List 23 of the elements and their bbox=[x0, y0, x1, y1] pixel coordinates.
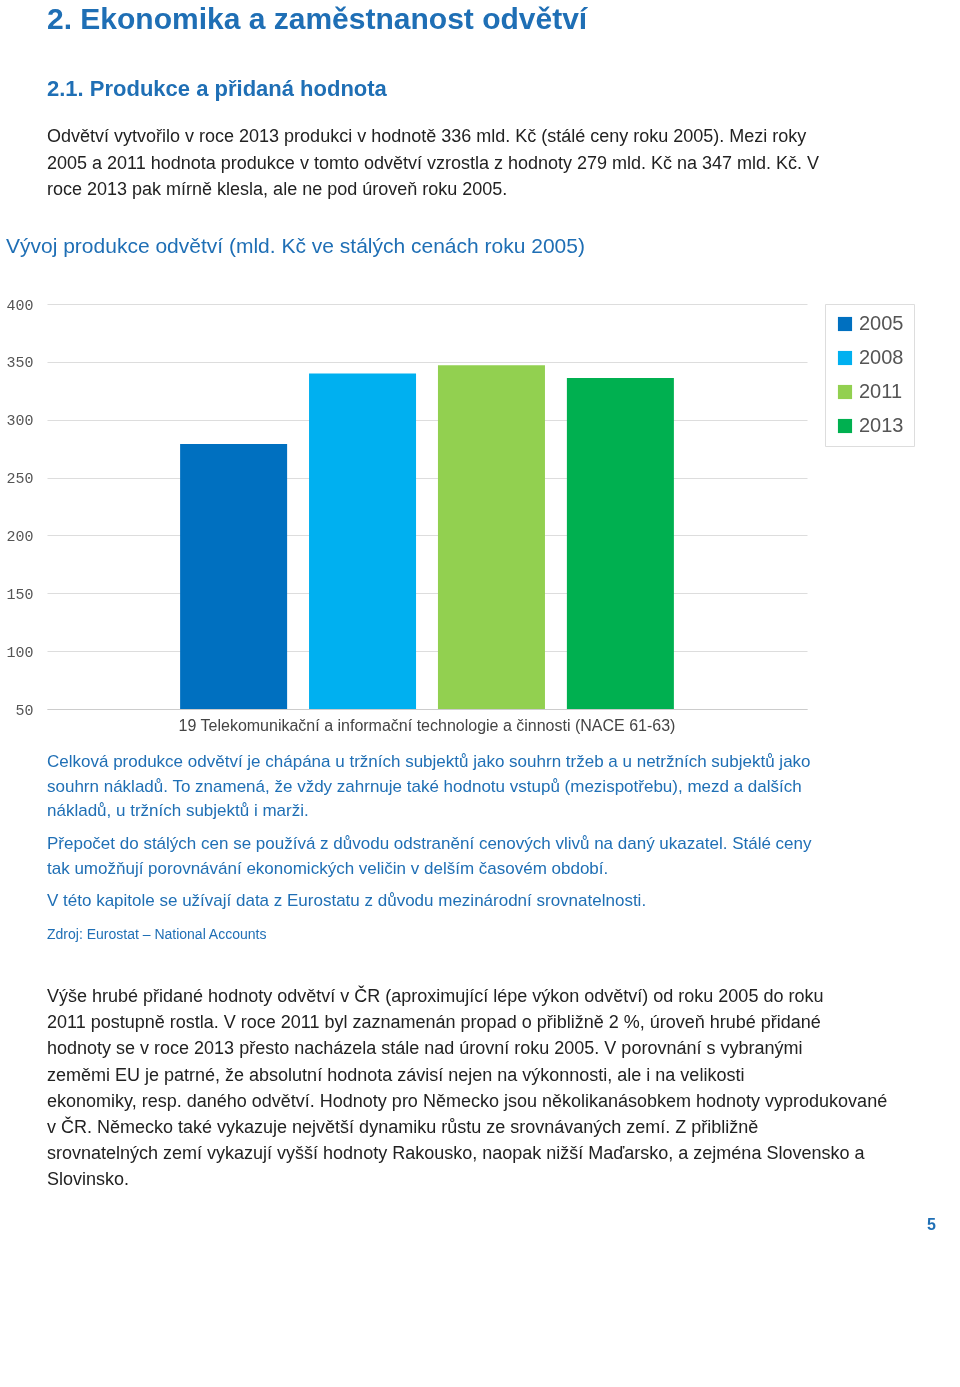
text: 5 bbox=[927, 1216, 936, 1233]
y-tick-label: 150 bbox=[6, 586, 34, 604]
y-tick-label: 400 bbox=[6, 297, 34, 315]
text: V této kapitole se užívají data z Eurostatu z důvodu mezinárodní srovnatelnosti. bbox=[47, 891, 647, 911]
legend-label: 2013 bbox=[859, 414, 904, 436]
text: Výše hrubé přidané hodnoty odvětví v ČR (aproximující lépe výkon odvětví) od roku 2005 do roku 2011 postupně rostla. V roce 2011 byl zaznamenán propad o přibližně 2 %, úroveň hrubé přidané hodnoty se v roce 2013 přesto nacházela stále nad úrovní roku 2005. V porovnání s vybranými zeměmi EU je patrné, že absolutní hodnota závisí nejen na výkonnosti, ale i na velikosti ekonomiky, resp. daného odvětví. Hodnoty pro Německo jsou několikanásobkem hodnoty vyprodukované v ČR. Německo také vykazuje největší dynamiku růstu ze srovnávaných zemí. Z přibližně srovnatelných zemí vykazují vyšší hodnoty Rakousko, naopak nižší Maďarsko, a zejména Slovensko a Slovinsko. bbox=[47, 985, 888, 1189]
x-tick-label: 19 Telekomunikační a informační technologie a činnosti (NACE 61-63) bbox=[178, 716, 676, 734]
text: 2. Ekonomika a zaměstnanost odvětví bbox=[47, 2, 589, 35]
legend-label: 2008 bbox=[859, 346, 904, 368]
chart-title: Vývoj produkce odvětví (mld. Kč ve stálých cenách roku 2005) bbox=[6, 234, 585, 257]
legend-label: 2011 bbox=[859, 380, 903, 402]
y-tick-label: 250 bbox=[6, 471, 34, 489]
y-tick-label: 200 bbox=[6, 528, 34, 546]
y-tick-label: 350 bbox=[6, 355, 34, 373]
text: Celková produkce odvětví je chápána u tržních subjektů jako souhrn tržeb a u netržních subjektů jako souhrn nákladů. To znamená, že vždy zahrnuje také hodnotu vstupů (mezispotřebu), mezd a dalších nákladů, u tržních subjektů i marži. bbox=[47, 752, 811, 821]
legend-label: 2005 bbox=[859, 312, 904, 334]
y-tick-label: 100 bbox=[6, 644, 34, 662]
text: Přepočet do stálých cen se používá z důvodu odstranění cenových vlivů na daný ukazatel. Stálé ceny tak umožňují porovnávání ekonomických veličin v delším časovém období. bbox=[47, 833, 813, 878]
y-tick-label: 50 bbox=[15, 702, 34, 720]
text: 2.1. Produkce a přidaná hodnota bbox=[47, 75, 388, 101]
text: Odvětví vytvořilo v roce 2013 produkci v hodnotě 336 mld. Kč (stálé ceny roku 2005). Mezi roky 2005 a 2011 hodnota produkce v tomto odvětví vzrostla z hodnoty 279 mld. Kč na 347 mld. Kč. V roce 2013 pak mírně klesla, ale ne pod úroveň roku 2005. bbox=[47, 126, 820, 199]
y-tick-label: 300 bbox=[6, 413, 34, 431]
text: Zdroj: Eurostat – National Accounts bbox=[47, 925, 267, 942]
